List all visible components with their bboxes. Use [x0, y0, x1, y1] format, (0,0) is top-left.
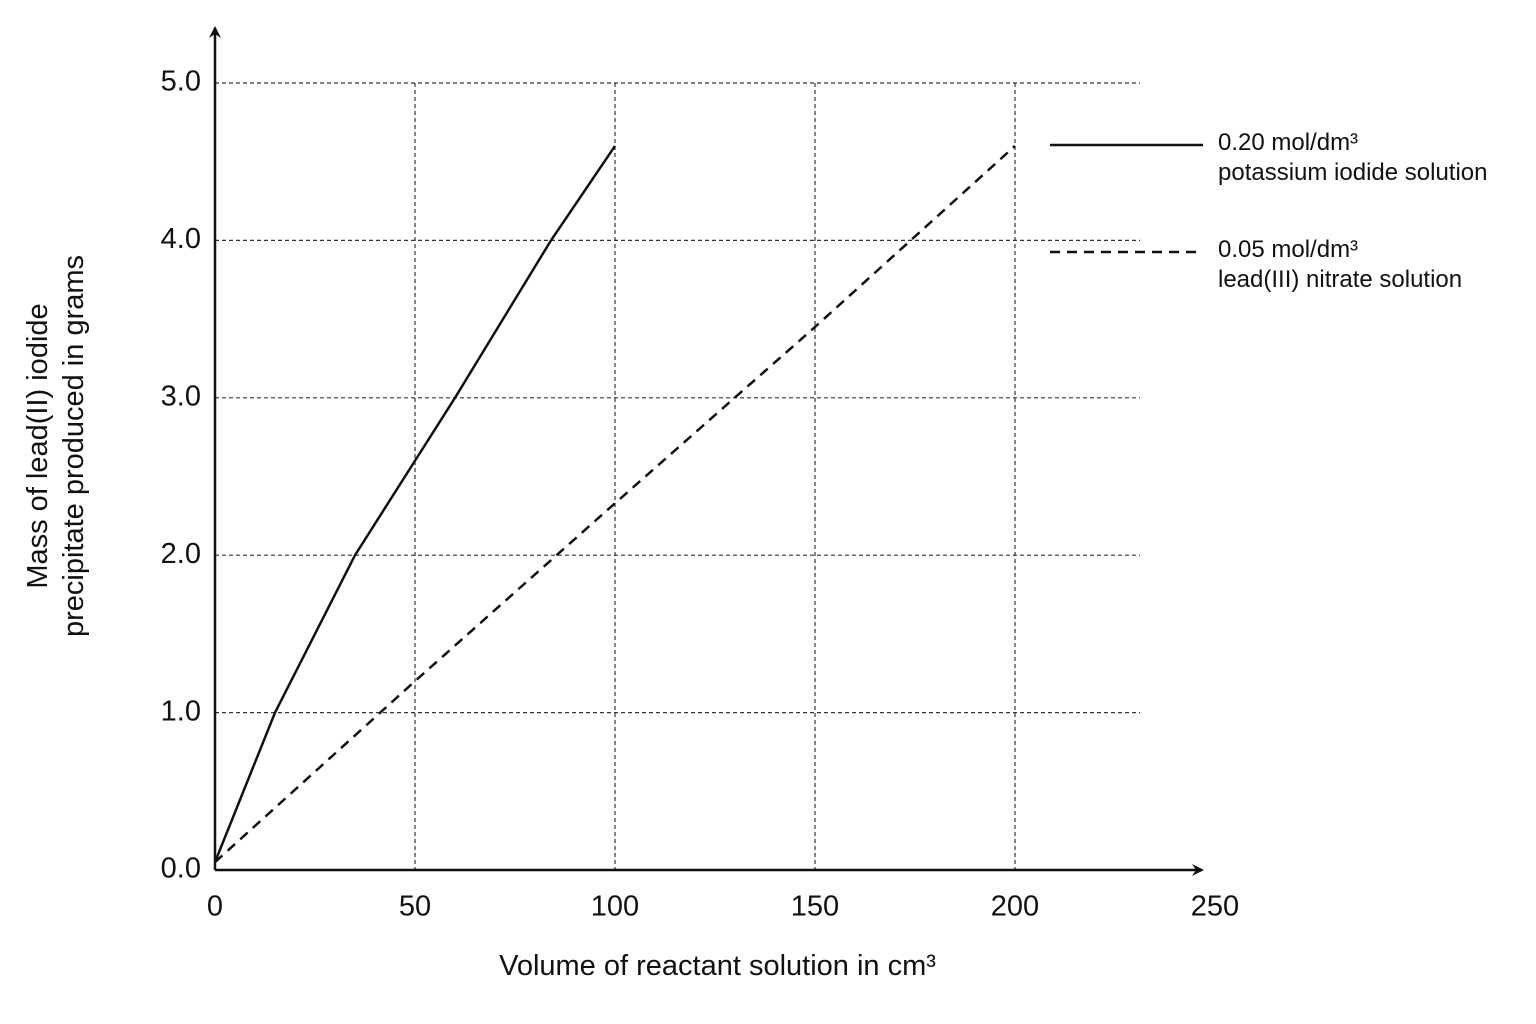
y-tick-label: 1.0: [161, 695, 201, 727]
y-tick-label: 3.0: [161, 380, 201, 412]
data-line: [214, 145, 1016, 864]
x-tick-label: 250: [1191, 891, 1239, 923]
y-tick-label: 0.0: [161, 853, 201, 885]
x-tick-label: 50: [399, 891, 431, 923]
x-tick-label: 150: [791, 891, 839, 923]
y-axis-label: Mass of lead(II) iodide precipitate prod…: [22, 254, 91, 638]
y-tick-label: 5.0: [161, 66, 201, 98]
y-tick-label: 4.0: [161, 223, 201, 255]
x-tick-label: 100: [591, 891, 639, 923]
legend-label: 0.20 mol/dm³ potassium iodide solution: [1218, 129, 1488, 186]
legend-label: 0.05 mol/dm³ lead(III) nitrate solution: [1218, 236, 1463, 293]
y-tick-label: 2.0: [161, 538, 201, 570]
x-tick-label: 200: [991, 891, 1039, 923]
x-tick-label: 0: [207, 891, 223, 923]
x-axis-label: Volume of reactant solution in cm³: [499, 950, 936, 982]
data-line: [213, 145, 617, 863]
